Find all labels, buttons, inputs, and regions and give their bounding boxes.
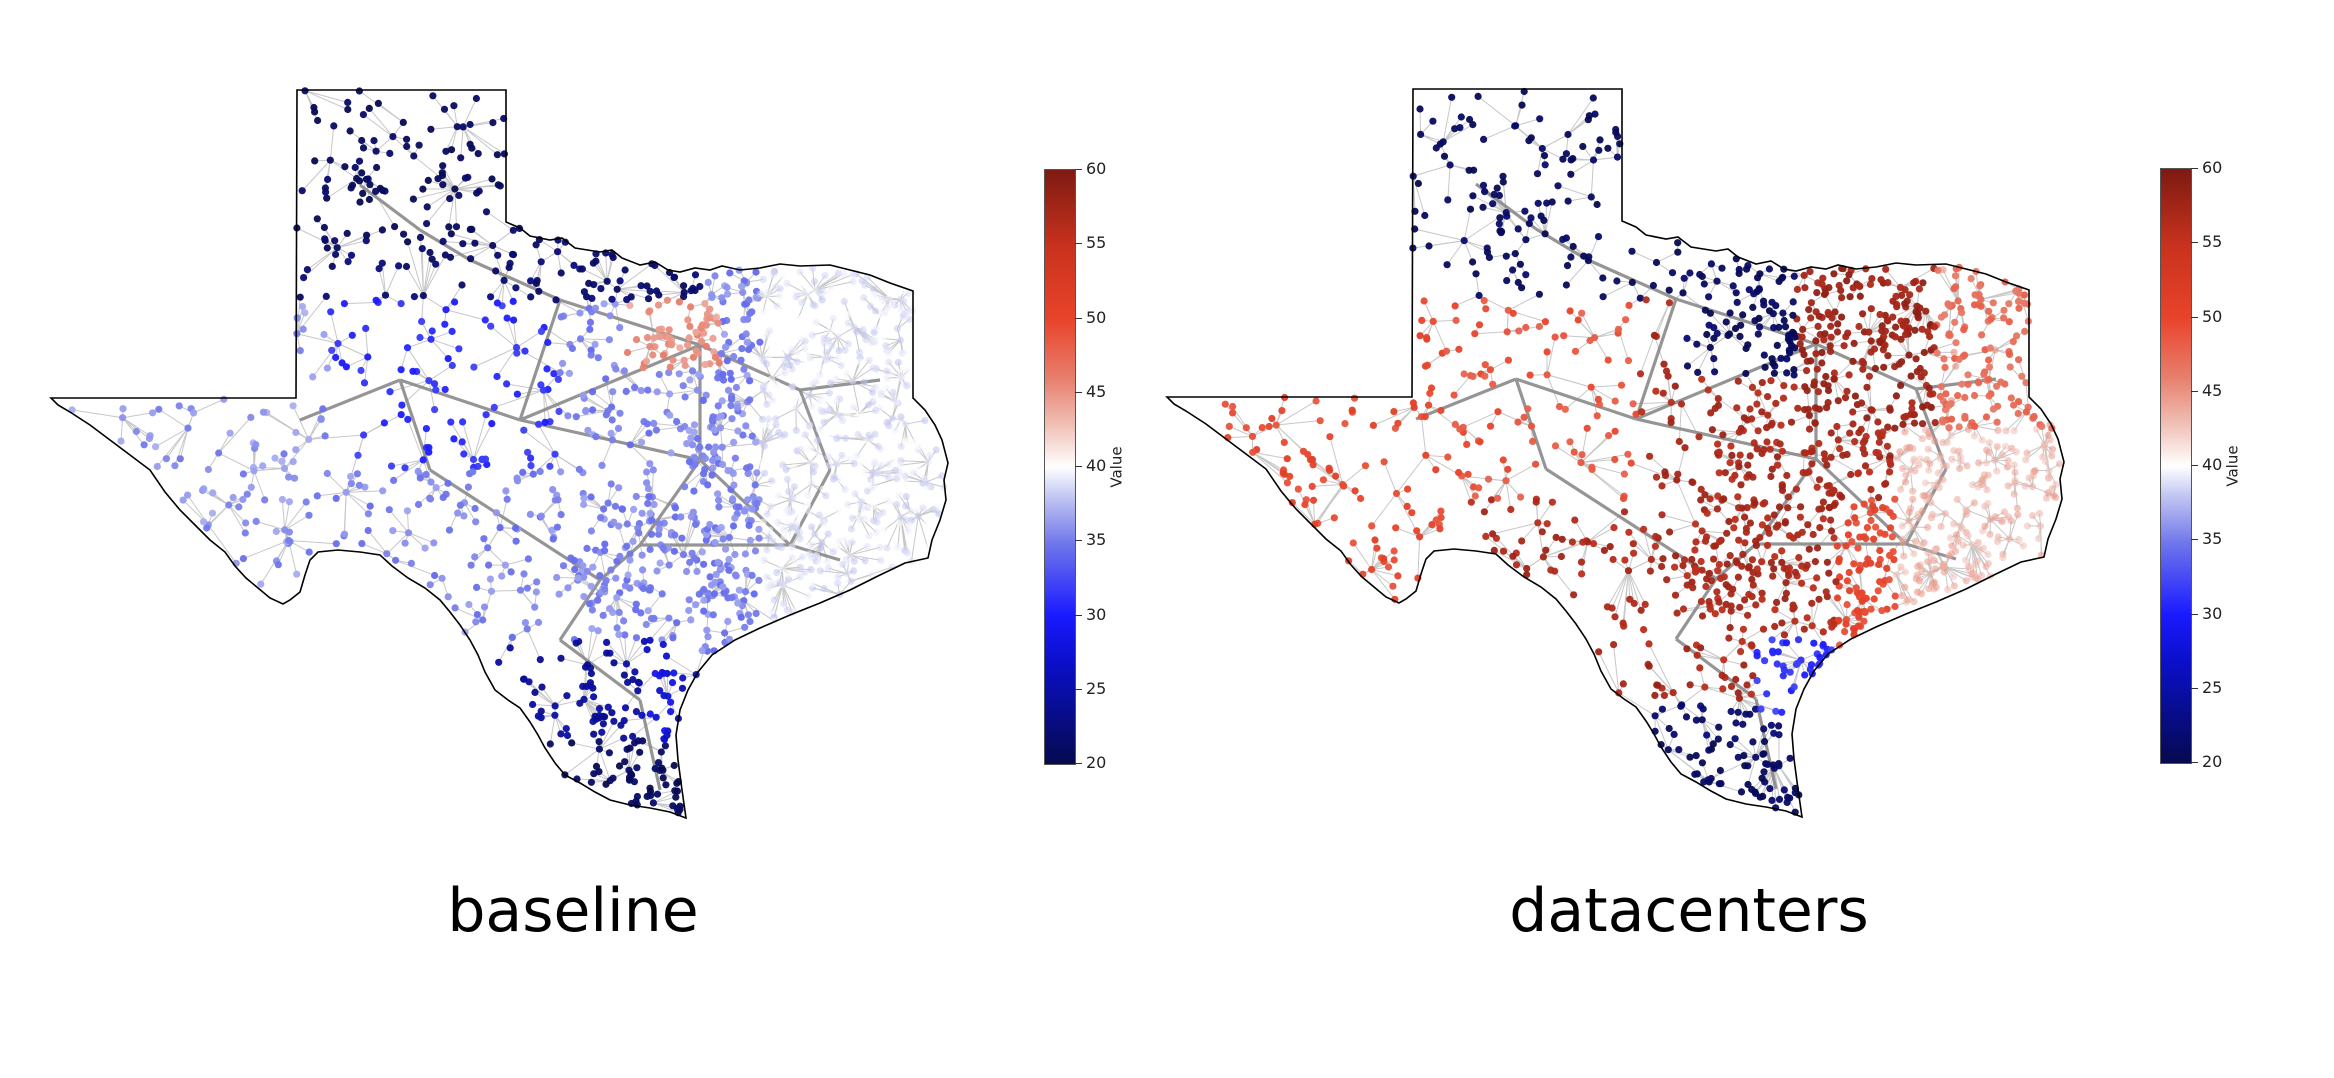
colorbar-tick [1075,169,1082,170]
colorbar-tick-label: 20 [2202,752,2223,771]
colorbar-tick [1075,763,1082,764]
colorbar-label-datacenters: Value [2223,445,2242,487]
colorbar-tick-label: 20 [1086,753,1107,772]
colorbar-tick [2191,316,2198,318]
colorbar-tick [1075,466,1082,467]
panel-title-datacenters: datacenters [1509,876,1869,946]
colorbar-tick-label: 45 [1086,381,1107,401]
panel-title-baseline: baseline [447,876,699,946]
colorbar-tick-label: 50 [2202,306,2223,326]
bus-points [68,87,948,817]
colorbar-tick-label: 50 [1086,307,1107,327]
colorbar-tick [2191,390,2198,392]
bus-points [1221,87,2063,816]
colorbar-tick-label: 25 [2202,677,2223,697]
colorbar-tick [2191,613,2198,615]
texas-outline [49,89,949,820]
transmission-lines [1224,91,2060,813]
datacenters-map-group [1165,87,2065,819]
baseline-map-group [49,87,949,820]
colorbar-tick [1075,391,1082,393]
colorbar-tick [2191,539,2198,541]
colorbar-tick [1075,688,1082,690]
panel-baseline: 60 55 50 45 40 35 30 25 20 Value baseline [49,87,1126,946]
colorbar-tick-label: 30 [2202,603,2223,623]
colorbar-tick [1075,614,1082,616]
colorbar-tick-label: 30 [1086,604,1107,624]
colorbar-tick-label: 55 [2202,232,2223,252]
colorbar-tick-label: 45 [2202,380,2223,400]
colorbar-tick-label: 40 [2202,455,2223,474]
colorbar-tick [2191,242,2198,244]
colorbar-tick-label: 25 [1086,678,1107,698]
colorbar-tick [1075,540,1082,542]
colorbar-baseline [1044,169,1076,765]
colorbar-tick-label: 60 [2202,158,2223,177]
colorbar-tick-label: 60 [1086,159,1107,178]
texas-outline [1165,88,2065,819]
colorbar-tick-label: 55 [1086,233,1107,253]
colorbar-tick [2191,687,2198,689]
texas-map-baseline [49,87,949,820]
colorbar-tick [2191,168,2198,169]
colorbar-tick [2191,762,2198,763]
colorbar-tick [2191,465,2198,466]
colorbar-tick-label: 35 [1086,530,1107,550]
colorbar-tick-label: 35 [2202,529,2223,549]
colorbar-tick-label: 40 [1086,456,1107,475]
panel-datacenters: 60 55 50 45 40 35 30 25 20 Value datacenters [1165,87,2242,946]
colorbar-datacenters [2160,168,2192,764]
colorbar-tick [1075,243,1082,245]
colorbar-tick [1075,317,1082,319]
